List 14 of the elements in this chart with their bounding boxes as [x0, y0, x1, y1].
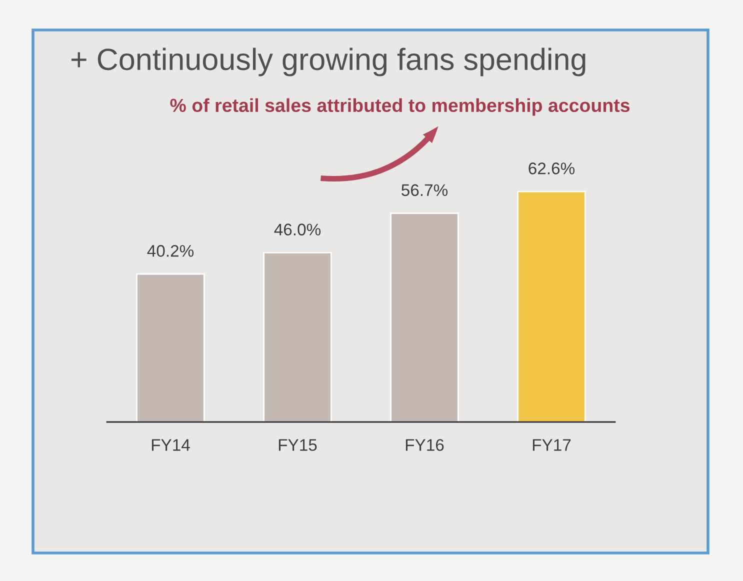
x-tick-label: FY17 — [532, 439, 571, 451]
data-label: 46.0% — [274, 224, 321, 236]
x-tick-label: FY15 — [278, 439, 317, 451]
bar — [136, 273, 205, 422]
x-tick-label: FY14 — [152, 439, 190, 451]
x-tick-label: FY16 — [406, 439, 444, 451]
data-label: 62.6% — [528, 162, 575, 174]
chart-subtitle: % of retail sales attributed to membership accounts — [170, 98, 630, 116]
data-label: 40.2% — [147, 245, 194, 257]
bar — [390, 212, 459, 422]
chart-title: + Continuously growing fans spending — [71, 48, 586, 76]
data-label: 56.7% — [402, 184, 448, 196]
bar — [263, 252, 332, 422]
bar — [517, 190, 586, 422]
